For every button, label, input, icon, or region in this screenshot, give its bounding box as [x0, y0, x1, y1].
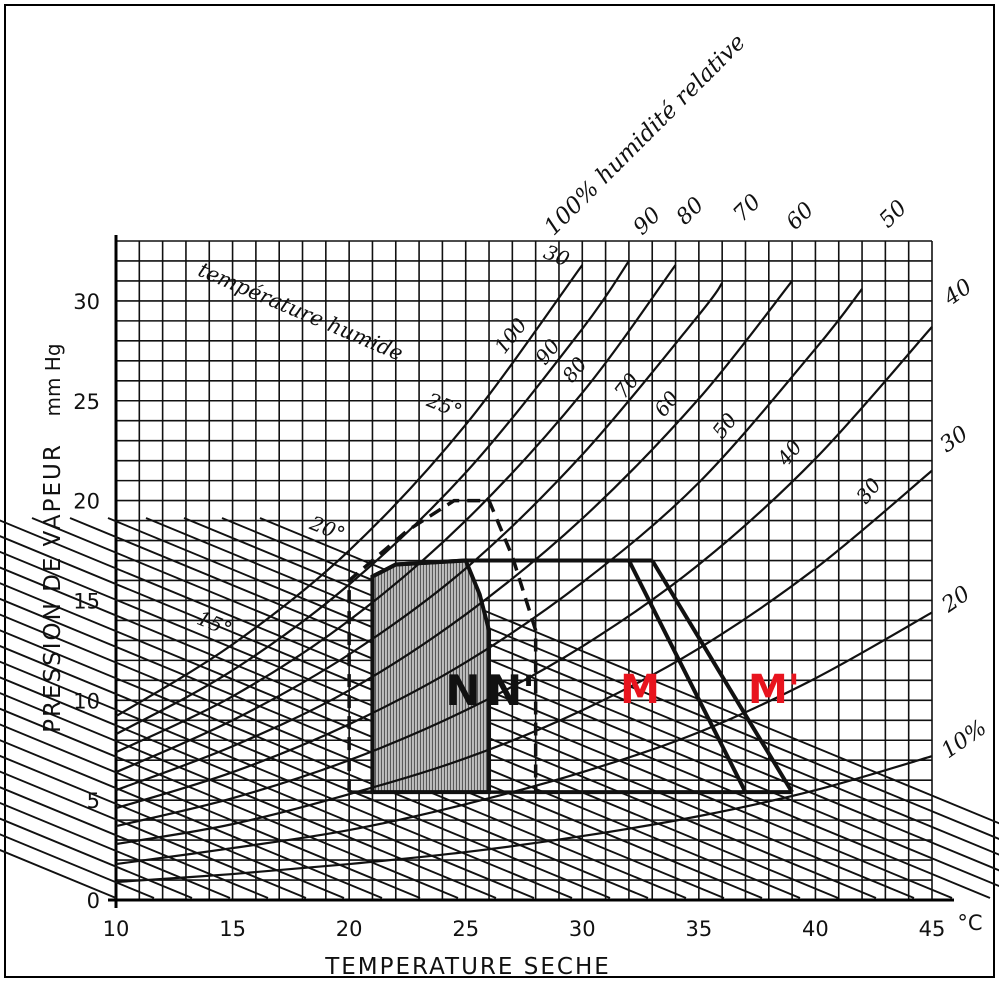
- zone-label-n-prime: N': [487, 666, 535, 715]
- rh-top-label: 60: [782, 198, 819, 235]
- rh-curve-50: [115, 288, 863, 810]
- wet-bulb-label: 30: [540, 240, 573, 272]
- zone-label-m: M: [620, 667, 660, 713]
- wet-bulb-line: [0, 707, 459, 899]
- y-axis-unit: mm Hg: [41, 343, 65, 416]
- rh-curve-10: [115, 755, 933, 884]
- zone-label-m-prime: M': [748, 667, 800, 713]
- y-axis-title: PRESSION DE VAPEUR: [40, 443, 66, 733]
- wet-bulb-line: [0, 676, 535, 899]
- x-unit-label: °C: [957, 911, 982, 935]
- x-tick-label: 20: [336, 917, 363, 941]
- y-tick-label: 30: [73, 290, 100, 314]
- rh-curve-20: [115, 611, 933, 866]
- rh-inner-label: 60: [649, 386, 684, 421]
- wet-bulb-lines: [0, 517, 999, 899]
- wet-bulb-line: [145, 517, 999, 872]
- rh-top-label: 50: [875, 196, 912, 233]
- axis-ticks: 10 15 20 25 30 35 40 45 °C 0 5 10 15 20 25 30: [73, 290, 982, 941]
- x-tick-label: 35: [685, 917, 712, 941]
- wet-bulb-line: [183, 517, 999, 856]
- rh-top-label: 90: [629, 203, 666, 240]
- wet-bulb-line: [0, 613, 687, 899]
- rh-inner-label: 50: [707, 408, 742, 443]
- rh-right-label: 40: [939, 274, 977, 311]
- rh-right-label: 10%: [937, 715, 991, 764]
- rh-right-label: 20: [937, 581, 975, 618]
- wet-bulb-line: [0, 692, 497, 899]
- wet-bulb-line: [0, 770, 307, 899]
- y-tick-label: 15: [73, 589, 100, 613]
- y-tick-label: 10: [73, 689, 100, 713]
- relative-humidity-curves: [115, 260, 933, 884]
- x-tick-label: 15: [219, 917, 246, 941]
- rh-inner-label: 100: [489, 313, 532, 358]
- zone-n-prime-outline: [347, 498, 538, 793]
- x-axis-title: TEMPERATURE SECHE: [324, 954, 611, 980]
- wet-bulb-line: [0, 786, 269, 899]
- wet-bulb-line: [0, 597, 725, 899]
- y-tick-label: 20: [73, 490, 100, 514]
- rh-curve-100: [115, 264, 584, 718]
- wet-bulb-line: [0, 817, 193, 899]
- wet-bulb-line: [69, 517, 991, 899]
- zone-label-n: N: [445, 666, 480, 715]
- wet-bulb-line: [0, 582, 763, 899]
- wet-bulb-label: 25°: [423, 387, 466, 423]
- x-tick-label: 30: [569, 917, 596, 941]
- wet-bulb-line: [0, 833, 155, 899]
- rh-curve-90: [115, 260, 630, 736]
- rh-curve-30: [115, 469, 933, 846]
- y-tick-label: 0: [87, 889, 100, 913]
- wet-bulb-line: [0, 566, 801, 899]
- rh-inner-label: 80: [557, 352, 592, 387]
- rh-curve-40: [115, 326, 933, 828]
- wet-bulb-line: [0, 660, 573, 899]
- rh-curve-60: [115, 280, 793, 792]
- x-tick-label: 10: [103, 917, 130, 941]
- wet-bulb-line: [0, 629, 649, 899]
- rh-right-label: 30: [936, 421, 973, 458]
- zone-m-prime-outline: [650, 559, 794, 794]
- x-tick-label: 25: [452, 917, 479, 941]
- wet-bulb-line: [0, 739, 383, 899]
- rh-curve-80: [115, 264, 677, 754]
- wet-bulb-line: [31, 517, 953, 899]
- chart-labels: TEMPERATURE SECHE PRESSION DE VAPEUR mm Hg…: [40, 29, 991, 980]
- zone-m-outline: [370, 558, 748, 794]
- rh-top-label: 70: [729, 190, 766, 227]
- rh-top-label: 80: [672, 193, 709, 230]
- wet-bulb-line: [107, 517, 999, 888]
- x-tick-label: 40: [802, 917, 829, 941]
- rh-inner-label: 70: [609, 368, 644, 403]
- rh-inner-label: 30: [851, 473, 886, 508]
- wet-bulb-line: [0, 723, 421, 899]
- wet-bulb-label: 15°: [194, 606, 236, 642]
- x-tick-label: 45: [919, 917, 946, 941]
- rh-curve-70: [115, 282, 724, 774]
- wet-bulb-line: [0, 754, 345, 899]
- y-tick-label: 5: [87, 789, 100, 813]
- wet-bulb-line: [0, 645, 611, 899]
- y-tick-label: 25: [73, 390, 100, 414]
- wet-bulb-line: [0, 801, 231, 899]
- wet-bulb-title: température humide: [195, 258, 407, 366]
